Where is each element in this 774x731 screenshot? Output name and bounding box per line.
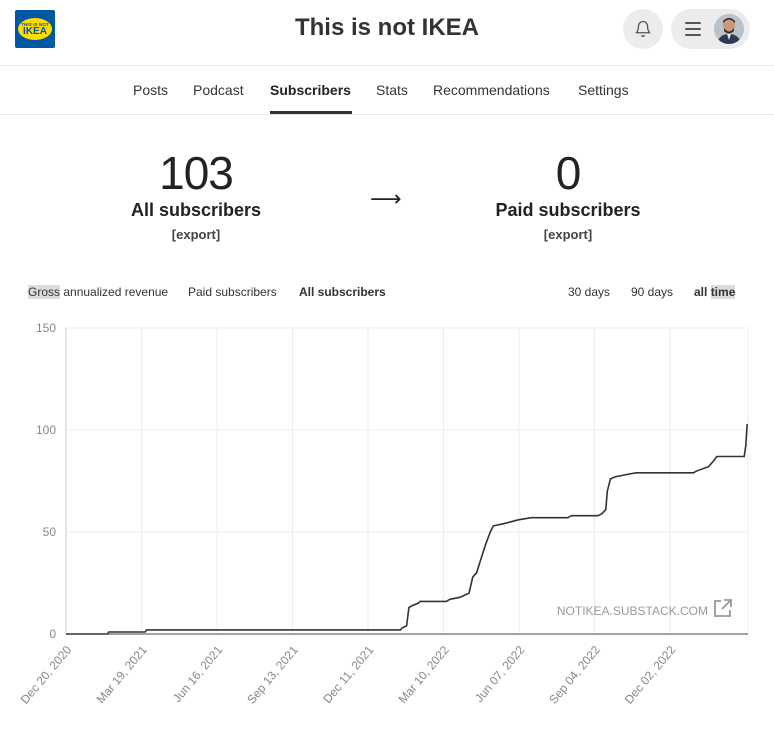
x-axis-labels: Dec 20, 2020 Mar 19, 2021 Jun 16, 2021 Sep … [18,643,679,707]
notifications-button[interactable] [623,9,663,49]
filter-gross-rest: annualized revenue [60,285,169,299]
y-tick-label: 0 [49,627,56,641]
logo-small-text: THIS IS NOT [21,21,49,27]
x-tick-label: Dec 11, 2021 [320,643,376,706]
y-axis-labels: 0 50 100 150 [36,321,56,641]
all-subscribers-count: 103 [159,147,234,199]
vertical-gridlines [65,328,749,634]
range-all-time-b: time [710,285,736,299]
logo-oval: THIS IS NOT IKEA [18,18,52,40]
publication-logo[interactable]: THIS IS NOT IKEA [15,10,55,48]
watermark[interactable]: NOTIKEA.SUBSTACK.COM [557,604,708,618]
active-tab-indicator [270,111,352,114]
x-tick-label: Sep 04, 2022 [546,643,603,707]
filter-all-subscribers[interactable]: All subscribers [299,285,386,299]
arrow-icon: ⟶ [370,186,402,211]
x-tick-label: Jun 07, 2022 [472,643,528,705]
hamburger-icon [685,22,701,36]
external-link-icon[interactable] [714,599,732,617]
x-tick-label: Jun 16, 2021 [170,643,226,705]
export-paid-link[interactable]: [export] [543,227,593,242]
y-tick-label: 150 [36,321,56,335]
x-tick-label: Dec 20, 2020 [18,643,75,707]
subscribers-chart: 0 50 100 150 Dec 20, 2020 Mar 19, 2021 Jun 16… [18,321,749,707]
logo-big-text: IKEA [23,25,47,37]
x-tick-label: Dec 02, 2022 [622,643,679,707]
y-tick-label: 100 [36,423,56,437]
tab-settings[interactable]: Settings [578,82,629,98]
y-tick-label: 50 [43,525,57,539]
filter-gross-highlight: Gross [28,285,61,299]
range-all-time-a: all [694,285,711,299]
x-tick-label: Mar 10, 2022 [396,643,452,706]
tab-podcast[interactable]: Podcast [193,82,244,98]
range-all-time[interactable]: all time [694,285,736,299]
x-tick-label: Sep 13, 2021 [244,643,301,707]
top-bar: THIS IS NOT IKEA This is not IKEA [0,0,774,66]
horizontal-gridlines [66,327,748,533]
page-title[interactable]: This is not IKEA [294,14,479,41]
tab-recommendations[interactable]: Recommendations [433,82,550,98]
nav-tabs: Posts Podcast Subscribers Stats Recommen… [0,66,774,115]
bell-icon [635,20,651,38]
range-90-days[interactable]: 90 days [631,285,674,299]
range-30-days[interactable]: 30 days [568,285,611,299]
tab-posts[interactable]: Posts [133,82,169,98]
paid-subscribers-label: Paid subscribers [495,200,641,220]
all-subscribers-label: All subscribers [130,200,262,220]
export-all-link[interactable]: [export] [171,227,221,242]
series-line [66,423,748,635]
tab-stats[interactable]: Stats [376,82,408,98]
paid-subscribers-count: 0 [555,147,582,199]
x-tick-label: Mar 19, 2021 [94,643,150,706]
filter-gross-revenue[interactable]: Gross annualized revenue [28,285,168,299]
filter-paid-subscribers[interactable]: Paid subscribers [188,285,277,299]
tab-subscribers[interactable]: Subscribers [270,82,351,98]
avatar [714,14,744,44]
account-menu-button[interactable] [671,9,750,49]
